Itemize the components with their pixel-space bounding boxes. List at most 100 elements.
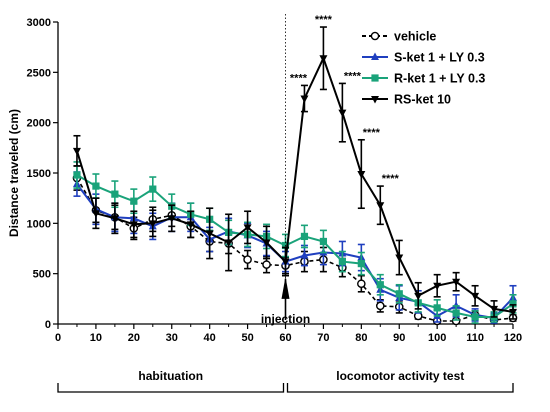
series-vehicle — [72, 165, 518, 326]
y-tick-label: 3000 — [27, 17, 51, 29]
data-point — [91, 210, 100, 218]
legend-label: vehicle — [394, 30, 436, 44]
legend-label: RS-ket 10 — [394, 93, 451, 107]
data-point — [92, 182, 100, 190]
data-point — [509, 308, 517, 317]
series-line — [76, 55, 514, 313]
data-point — [433, 282, 442, 291]
series-s-ket-1-ly-0-3 — [72, 171, 517, 324]
data-point — [300, 232, 309, 241]
legend: vehicle S-ket 1 + LY 0.3 R-ket 1 + LY 0.3 R… — [362, 30, 485, 107]
x-tick-label: 30 — [166, 332, 178, 344]
data-point — [262, 239, 271, 247]
phase-label: habituation — [138, 369, 203, 383]
x-tick-label: 120 — [504, 332, 522, 344]
significance-label: **** — [290, 72, 308, 84]
data-point — [371, 52, 379, 60]
data-point — [110, 215, 119, 223]
data-point — [375, 301, 385, 311]
x-tick-label: 70 — [317, 332, 329, 344]
data-point — [72, 147, 81, 156]
axes: 0 500 1000 1500 2000 2500 3000 0 10 20 30 40 50 60 70 8… — [7, 17, 522, 344]
legend-label: S-ket 1 + LY 0.3 — [394, 51, 485, 65]
phase-brackets: habituation locomotor activity test — [57, 369, 514, 393]
x-tick-label: 60 — [279, 332, 291, 344]
data-point — [357, 171, 366, 179]
y-tick-label: 2500 — [27, 67, 51, 79]
x-tick-label: 90 — [393, 332, 405, 344]
phase-bracket-0: habituation — [57, 369, 285, 393]
data-point — [130, 197, 138, 205]
data-point — [357, 279, 366, 289]
data-point — [224, 239, 233, 247]
x-tick-label: 40 — [204, 332, 216, 344]
legend-entry: RS-ket 10 — [362, 93, 451, 107]
data-point — [370, 31, 380, 41]
significance-label: **** — [315, 14, 333, 26]
significance-label: **** — [382, 173, 400, 185]
data-point — [371, 74, 379, 82]
y-tick-label: 500 — [33, 269, 51, 281]
data-point — [319, 55, 328, 63]
data-point — [149, 185, 157, 193]
x-tick-label: 110 — [466, 332, 484, 344]
y-tick-label: 0 — [45, 319, 51, 331]
data-point — [452, 278, 461, 287]
data-point — [338, 109, 347, 118]
x-tick-label: 10 — [90, 332, 102, 344]
y-axis-label: Distance traveled (cm) — [7, 109, 21, 237]
x-tick-label: 100 — [428, 332, 446, 344]
annotations: **** **** **** **** **** injection — [261, 14, 400, 326]
data-point — [490, 305, 499, 314]
data-point — [509, 300, 517, 308]
y-tick-label: 1000 — [27, 218, 51, 230]
legend-label: R-ket 1 + LY 0.3 — [394, 72, 485, 86]
data-point — [395, 290, 403, 298]
legend-entry: S-ket 1 + LY 0.3 — [362, 51, 485, 65]
data-point — [395, 254, 404, 263]
data-point — [300, 95, 309, 104]
y-tick-label: 1500 — [27, 168, 51, 180]
data-point — [300, 251, 309, 259]
data-point — [357, 260, 365, 268]
data-point — [73, 171, 81, 179]
data-point — [376, 281, 384, 289]
x-tick-label: 20 — [128, 332, 140, 344]
x-tick-label: 0 — [55, 332, 61, 344]
data-point — [414, 292, 423, 301]
data-point — [243, 224, 252, 232]
series-rs-ket-10 — [72, 26, 517, 320]
legend-entry: R-ket 1 + LY 0.3 — [362, 72, 485, 86]
data-point — [111, 190, 119, 198]
phase-bracket-line — [286, 383, 514, 393]
series-line — [76, 177, 514, 322]
data-point — [433, 304, 441, 312]
data-point — [376, 202, 385, 210]
x-tick-label: 50 — [241, 332, 253, 344]
x-tick-label: 80 — [355, 332, 367, 344]
data-point — [371, 96, 379, 104]
injection-arrow-head — [281, 276, 290, 299]
phase-label: locomotor activity test — [336, 369, 464, 383]
data-point — [281, 258, 290, 267]
data-point — [186, 221, 195, 229]
data-point — [471, 292, 480, 301]
data-point — [471, 313, 479, 321]
phase-bracket-1: locomotor activity test — [286, 369, 514, 393]
series-line — [76, 183, 514, 320]
significance-label: **** — [363, 127, 381, 139]
data-point — [319, 237, 328, 246]
data-point — [262, 260, 271, 269]
y-tick-label: 2000 — [27, 118, 51, 130]
data-point — [148, 220, 157, 228]
significance-label: **** — [344, 70, 362, 82]
data-point — [167, 215, 176, 223]
series-line — [76, 174, 514, 318]
data-point — [243, 255, 252, 264]
data-point — [452, 309, 460, 317]
series-layer — [72, 26, 518, 326]
data-point — [129, 221, 138, 229]
data-point — [205, 230, 214, 238]
